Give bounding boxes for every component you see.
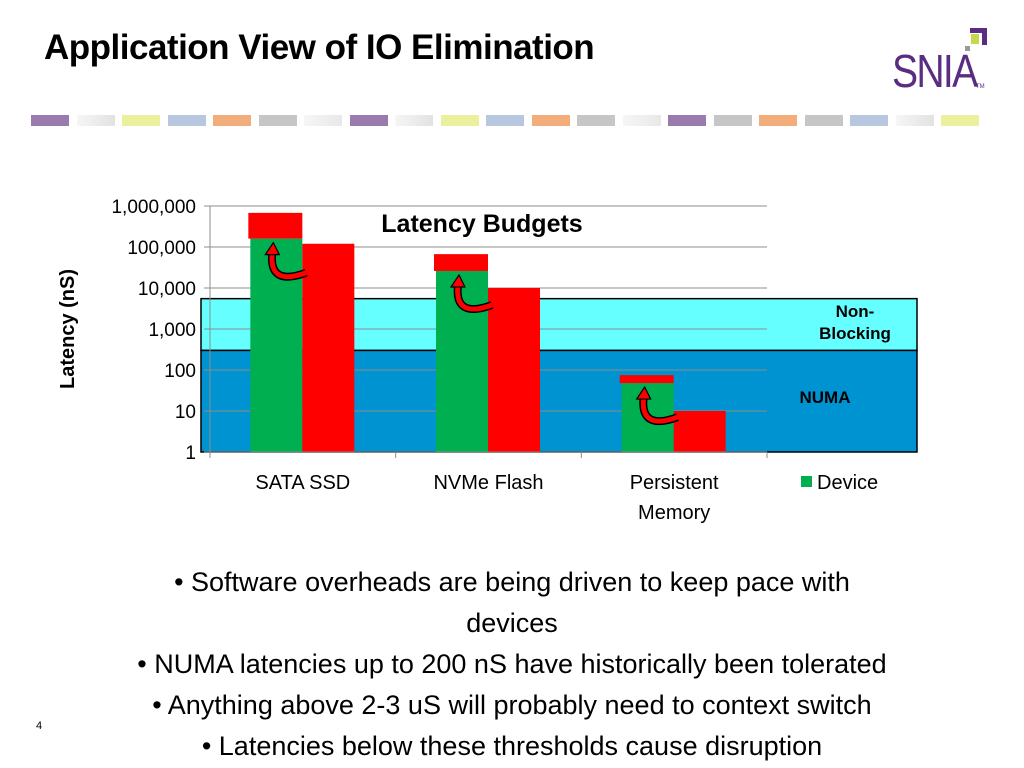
y-axis-label: Latency (nS): [57, 269, 79, 389]
bullet-item: • Anything above 2-3 uS will probably ne…: [152, 690, 872, 720]
decor-stripe: [941, 115, 979, 126]
decor-stripe: [668, 115, 706, 126]
decor-stripe: [31, 115, 69, 126]
y-tick-label: 10: [175, 402, 196, 423]
decor-stripe: [622, 115, 661, 126]
band-label-numa: NUMA: [800, 388, 851, 407]
decor-stripe: [804, 115, 843, 126]
arrowhead-icon: [264, 241, 281, 256]
decor-stripe: [304, 115, 342, 126]
logo-text: SNIA: [892, 45, 978, 97]
decor-stripe: [531, 115, 570, 126]
curved-arrow-icon: [269, 252, 308, 280]
arrowhead-icon: [449, 273, 466, 288]
decor-stripe: [213, 115, 251, 126]
y-tick-label: 1,000,000: [111, 197, 196, 218]
x-category-label: Persistent: [630, 472, 719, 494]
decor-stripe: [850, 115, 888, 126]
decor-stripe: [76, 115, 115, 126]
decor-stripe: [486, 115, 524, 126]
bullet-item-continuation: devices: [466, 608, 558, 638]
decor-stripe: [167, 115, 206, 126]
y-tick-label: 10,000: [138, 279, 196, 300]
legend-swatch-device: [801, 476, 812, 487]
slide-title: Application View of IO Elimination: [44, 28, 595, 67]
curved-arrow-icon: [455, 284, 493, 312]
band-label-non-blocking: Blocking: [819, 324, 891, 343]
decor-stripe: [395, 115, 433, 126]
bullet-item: • NUMA latencies up to 200 nS have histo…: [137, 649, 887, 679]
logo-bracket-icon: [970, 28, 987, 45]
decor-stripe: [577, 115, 615, 126]
bar-budget-cap: [248, 212, 303, 239]
logo-green-square-icon: [971, 34, 979, 44]
x-category-label: SATA SSD: [255, 472, 350, 494]
bar-software: [673, 411, 726, 452]
bullet-item: • Latencies below these thresholds cause…: [201, 731, 823, 761]
bar-software: [302, 243, 355, 452]
page-number: 4: [36, 720, 43, 732]
y-tick-label: 1: [185, 443, 196, 464]
y-tick-label: 100: [164, 361, 196, 382]
bar-budget-cap: [434, 254, 488, 271]
band-label-non-blocking: Non-: [836, 302, 875, 321]
x-category-label: NVMe Flash: [433, 472, 543, 494]
bullet-list: • Software overheads are being driven to…: [0, 562, 1024, 767]
legend-label-device: Device: [817, 472, 878, 494]
decor-stripe: [895, 115, 934, 126]
chart-title: Latency Budgets: [381, 210, 582, 238]
arrowhead-icon: [635, 385, 652, 400]
decor-stripe: [440, 115, 479, 126]
curved-arrow-icon: [640, 396, 679, 424]
decor-stripe: [258, 115, 297, 126]
bar-budget-cap: [619, 375, 674, 384]
bullet-item: • Software overheads are being driven to…: [174, 567, 850, 597]
decor-stripe: [122, 115, 160, 126]
decor-stripe: [349, 115, 388, 126]
latency-chart: Non- Blocking NUMA 1 10 100 1,000 10,000 100,00…: [57, 197, 918, 524]
logo-trademark: TM: [976, 84, 985, 90]
bar-software: [488, 288, 540, 452]
x-category-label: Memory: [638, 502, 710, 524]
y-tick-label: 100,000: [127, 238, 196, 259]
decor-stripe: [713, 115, 752, 126]
decor-stripe: [759, 115, 797, 126]
logo-gray-square-icon: [965, 46, 970, 51]
snia-logo: SNIA TM: [890, 22, 1000, 97]
y-tick-label: 1,000: [148, 320, 196, 341]
